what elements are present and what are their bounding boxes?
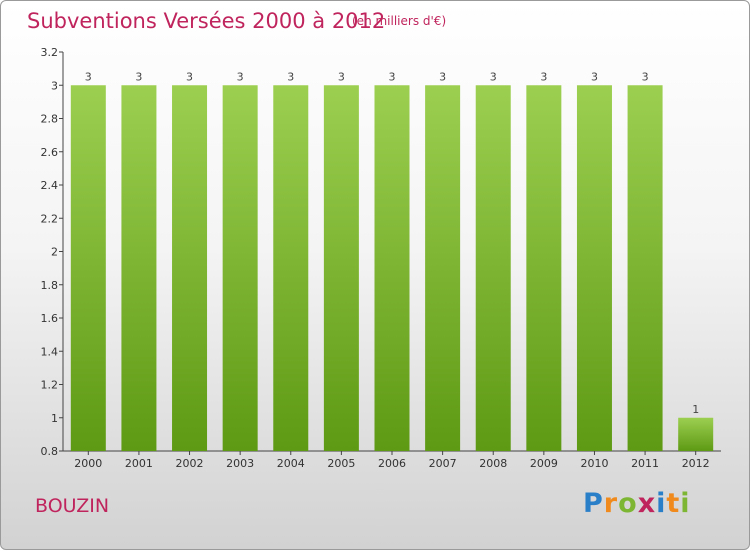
commune-name: BOUZIN — [35, 495, 110, 517]
x-tick-label: 2004 — [277, 457, 305, 470]
data-label: 3 — [490, 70, 497, 83]
y-tick-label: 2.2 — [41, 212, 59, 225]
chart-title: Subventions Versées 2000 à 2012 — [27, 9, 386, 33]
data-label: 3 — [237, 70, 244, 83]
bar — [576, 85, 612, 451]
bar — [172, 85, 208, 451]
x-tick-label: 2002 — [176, 457, 204, 470]
data-label: 3 — [186, 70, 193, 83]
bar — [222, 85, 258, 451]
data-label: 3 — [439, 70, 446, 83]
data-label: 3 — [389, 70, 396, 83]
logo-letter: o — [618, 488, 638, 519]
y-tick-label: 2.4 — [41, 179, 59, 192]
logo-letter: i — [680, 488, 691, 519]
y-tick-label: 1.4 — [41, 345, 59, 358]
y-tick-label: 2.8 — [41, 113, 59, 126]
bar — [70, 85, 106, 451]
x-tick-label: 2012 — [682, 457, 710, 470]
x-tick-label: 2008 — [479, 457, 507, 470]
bars — [70, 85, 714, 451]
bar — [526, 85, 562, 451]
logo-letter: t — [666, 488, 681, 519]
y-tick-label: 1.6 — [41, 312, 59, 325]
x-tick-label: 2000 — [74, 457, 102, 470]
y-tick-label: 1.2 — [41, 379, 59, 392]
data-label: 3 — [287, 70, 294, 83]
x-tick-label: 2010 — [580, 457, 608, 470]
data-label: 3 — [642, 70, 649, 83]
y-tick-label: 3.2 — [41, 46, 59, 59]
logo-letter: i — [656, 488, 667, 519]
x-tick-label: 2003 — [226, 457, 254, 470]
x-tick-label: 2006 — [378, 457, 406, 470]
bar — [273, 85, 309, 451]
y-tick-label: 3 — [51, 79, 58, 92]
logo-letter: r — [603, 488, 619, 519]
bar — [475, 85, 511, 451]
data-label: 3 — [85, 70, 92, 83]
y-tick-label: 0.8 — [41, 445, 59, 458]
data-labels: 3 3 3 3 3 3 3 3 3 3 3 3 1 — [85, 70, 699, 416]
data-label: 3 — [591, 70, 598, 83]
y-tick-label: 1 — [51, 412, 58, 425]
x-tick-label: 2001 — [125, 457, 153, 470]
y-tick-label: 2 — [51, 246, 58, 259]
bar — [323, 85, 359, 451]
x-tick-label: 2007 — [429, 457, 457, 470]
chart-subtitle: (en milliers d'€) — [352, 14, 447, 28]
data-label: 3 — [135, 70, 142, 83]
y-tick-label: 1.8 — [41, 279, 59, 292]
x-tick-label: 2009 — [530, 457, 558, 470]
axes: 0.8 1 1.2 1.4 1.6 1.8 2 2.2 2.4 2.6 2.8 3 3.2 2000 200… — [41, 46, 721, 470]
logo-letter: x — [637, 488, 657, 519]
logo-letter: P — [583, 488, 604, 519]
bar — [627, 85, 663, 451]
x-tick-label: 2005 — [327, 457, 355, 470]
bar — [678, 417, 714, 451]
bar — [425, 85, 461, 451]
proxiti-logo: Proxiti — [583, 488, 691, 519]
bar — [121, 85, 157, 451]
data-label: 3 — [338, 70, 345, 83]
bar — [374, 85, 410, 451]
data-label: 1 — [692, 403, 699, 416]
data-label: 3 — [540, 70, 547, 83]
y-tick-label: 2.6 — [41, 146, 59, 159]
x-tick-label: 2011 — [631, 457, 659, 470]
